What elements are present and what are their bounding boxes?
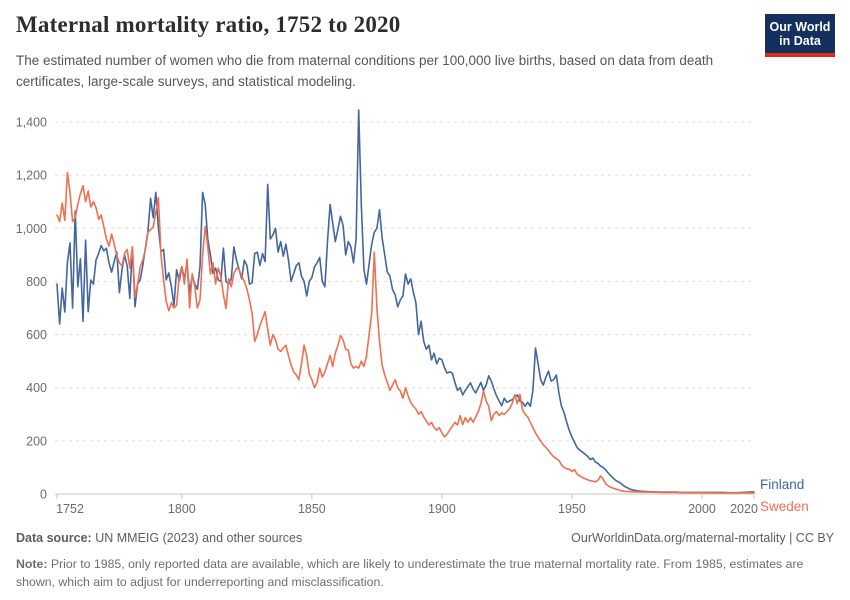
y-tick-label: 0 xyxy=(40,488,47,502)
y-tick-label: 1,200 xyxy=(16,169,47,183)
x-tick-label: 1752 xyxy=(56,502,84,516)
data-source-value: UN MMEIG (2023) and other sources xyxy=(95,531,303,545)
x-tick-label: 2020 xyxy=(730,502,758,516)
y-tick-label: 1,400 xyxy=(16,116,47,130)
y-tick-label: 800 xyxy=(26,275,47,289)
x-tick-label: 2000 xyxy=(688,502,716,516)
y-tick-label: 1,000 xyxy=(16,222,47,236)
y-tick-label: 600 xyxy=(26,328,47,342)
x-tick-label: 1850 xyxy=(298,502,326,516)
legend-label-sweden[interactable]: Sweden xyxy=(760,499,809,514)
series-line-sweden[interactable] xyxy=(56,171,755,494)
x-tick-label: 1950 xyxy=(558,502,586,516)
footnote: Note: Prior to 1985, only reported data … xyxy=(16,556,834,591)
y-tick-label: 400 xyxy=(26,381,47,395)
footnote-text: Prior to 1985, only reported data are av… xyxy=(16,557,804,589)
owid-logo-line1: Our World xyxy=(769,20,831,34)
y-tick-label: 200 xyxy=(26,434,47,448)
owid-logo-line2: in Data xyxy=(779,34,821,48)
footnote-label: Note: xyxy=(16,557,48,571)
legend-label-finland[interactable]: Finland xyxy=(760,477,804,492)
x-tick-label: 1800 xyxy=(168,502,196,516)
owid-url-link[interactable]: OurWorldinData.org/maternal-mortality | … xyxy=(571,531,834,545)
chart-subtitle: The estimated number of women who die fr… xyxy=(16,53,714,89)
data-source-label: Data source: xyxy=(16,531,92,545)
page-title: Maternal mortality ratio, 1752 to 2020 xyxy=(16,12,401,37)
series-line-finland[interactable] xyxy=(56,109,755,494)
line-chart: 0 200 400 600 800 1,000 1,200 1,400 1752 1800 1850… xyxy=(16,109,809,516)
data-source: Data source: UN MMEIG (2023) and other s… xyxy=(16,531,302,545)
chart-area: 0 200 400 600 800 1,000 1,200 1,400 1752 1800 1850… xyxy=(0,100,850,540)
x-tick-label: 1900 xyxy=(428,502,456,516)
owid-logo[interactable]: Our World in Data xyxy=(765,14,835,57)
footer: Data source: UN MMEIG (2023) and other s… xyxy=(16,531,834,545)
